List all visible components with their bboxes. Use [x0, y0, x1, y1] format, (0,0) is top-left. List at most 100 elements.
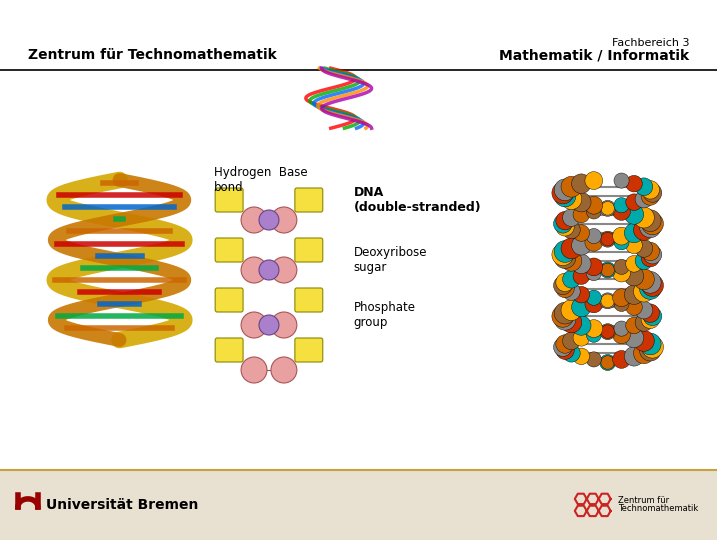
Circle shape — [601, 201, 614, 215]
Circle shape — [626, 255, 642, 272]
Circle shape — [585, 197, 603, 214]
Circle shape — [635, 314, 653, 331]
Circle shape — [562, 283, 580, 300]
Circle shape — [573, 225, 590, 241]
Circle shape — [556, 279, 575, 298]
Circle shape — [562, 271, 580, 288]
Circle shape — [561, 300, 582, 321]
Circle shape — [643, 184, 662, 202]
Circle shape — [554, 276, 572, 295]
Circle shape — [613, 326, 631, 343]
Circle shape — [572, 192, 591, 212]
Circle shape — [271, 257, 297, 283]
Circle shape — [600, 323, 616, 340]
Circle shape — [259, 260, 279, 280]
Circle shape — [271, 207, 297, 233]
Circle shape — [586, 204, 601, 219]
Circle shape — [626, 299, 642, 315]
Circle shape — [641, 248, 660, 267]
Circle shape — [624, 266, 644, 286]
Circle shape — [641, 310, 660, 328]
Circle shape — [635, 252, 653, 269]
Circle shape — [601, 294, 614, 308]
Circle shape — [614, 235, 629, 250]
Circle shape — [600, 200, 616, 217]
Circle shape — [556, 218, 575, 236]
Circle shape — [634, 343, 654, 363]
Circle shape — [554, 247, 576, 268]
Circle shape — [601, 356, 614, 369]
Circle shape — [554, 302, 576, 324]
Circle shape — [639, 278, 661, 299]
Circle shape — [561, 312, 582, 333]
Circle shape — [552, 244, 574, 266]
Text: Zentrum für Technomathematik: Zentrum für Technomathematik — [28, 48, 276, 62]
Circle shape — [562, 209, 580, 226]
Circle shape — [241, 207, 267, 233]
Circle shape — [635, 178, 653, 195]
Circle shape — [573, 286, 590, 303]
Circle shape — [639, 339, 661, 361]
Circle shape — [639, 333, 661, 355]
Text: Phosphate
group: Phosphate group — [354, 301, 415, 329]
Circle shape — [561, 251, 582, 271]
Circle shape — [271, 312, 297, 338]
Circle shape — [554, 338, 572, 356]
Circle shape — [641, 242, 660, 261]
Circle shape — [585, 258, 603, 276]
Circle shape — [600, 231, 616, 247]
Circle shape — [614, 296, 629, 312]
Circle shape — [639, 272, 661, 293]
Circle shape — [642, 336, 663, 358]
Circle shape — [554, 214, 572, 233]
Circle shape — [642, 213, 663, 235]
Circle shape — [562, 345, 580, 362]
Circle shape — [642, 274, 663, 296]
FancyBboxPatch shape — [295, 238, 323, 262]
Circle shape — [585, 233, 603, 251]
FancyBboxPatch shape — [215, 238, 243, 262]
Text: Technomathematik: Technomathematik — [618, 504, 698, 514]
Circle shape — [556, 212, 575, 230]
Circle shape — [639, 216, 661, 238]
Circle shape — [586, 228, 601, 244]
Circle shape — [626, 176, 642, 192]
Circle shape — [241, 257, 267, 283]
Circle shape — [552, 182, 574, 204]
Circle shape — [626, 317, 642, 334]
Circle shape — [624, 328, 644, 348]
Circle shape — [614, 259, 629, 274]
Circle shape — [641, 187, 660, 205]
Circle shape — [585, 320, 603, 338]
Circle shape — [554, 241, 576, 262]
Circle shape — [600, 293, 616, 309]
Circle shape — [573, 268, 590, 285]
Circle shape — [634, 269, 654, 289]
Circle shape — [600, 262, 616, 278]
Circle shape — [635, 190, 653, 208]
Circle shape — [586, 352, 601, 367]
FancyBboxPatch shape — [295, 288, 323, 312]
Circle shape — [259, 315, 279, 335]
FancyBboxPatch shape — [295, 338, 323, 362]
Circle shape — [635, 240, 653, 257]
Text: Fachbereich 3: Fachbereich 3 — [612, 38, 689, 48]
Circle shape — [624, 347, 644, 366]
Circle shape — [613, 289, 631, 307]
Circle shape — [601, 263, 614, 277]
Circle shape — [572, 174, 591, 193]
Circle shape — [634, 207, 654, 228]
Circle shape — [613, 350, 631, 368]
Circle shape — [626, 237, 642, 254]
Circle shape — [585, 172, 603, 190]
Circle shape — [635, 301, 653, 319]
Circle shape — [634, 281, 654, 302]
Text: DNA
(double-stranded): DNA (double-stranded) — [354, 186, 481, 214]
Circle shape — [572, 254, 591, 274]
Bar — [0, 470, 717, 540]
Circle shape — [241, 357, 267, 383]
Circle shape — [624, 285, 644, 305]
Circle shape — [586, 290, 601, 305]
Circle shape — [614, 198, 629, 213]
Circle shape — [561, 238, 582, 259]
